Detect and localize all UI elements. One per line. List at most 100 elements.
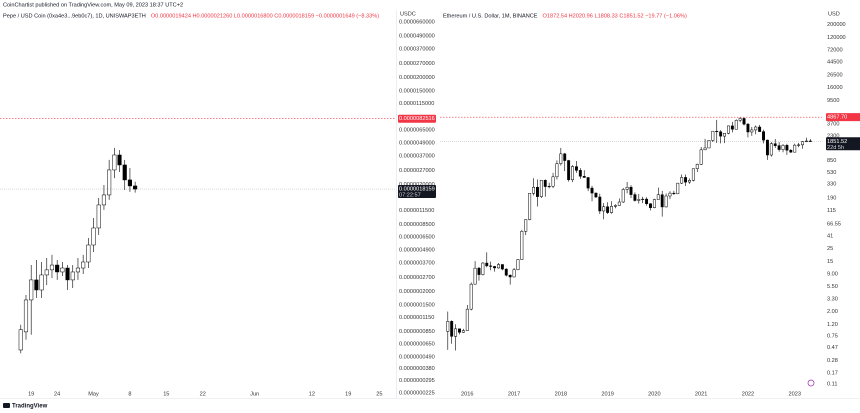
candle-body — [773, 143, 777, 146]
y-tick-label: 0.0000020000 — [399, 182, 435, 188]
candle-body — [645, 198, 649, 205]
candle-body — [664, 195, 668, 208]
candle-body — [127, 179, 132, 187]
y-tick-label: 0.0000000490 — [399, 354, 435, 360]
candle-body — [454, 328, 458, 337]
candle-body — [101, 194, 106, 206]
candle-body — [539, 179, 543, 197]
candle-body — [574, 166, 578, 171]
candle-body — [49, 264, 55, 271]
tradingview-logo: TradingView — [3, 403, 48, 410]
legend-ohlc: O0.0000019424 H0.0000021260 L0.000001680… — [151, 13, 379, 19]
candle-body — [621, 189, 625, 203]
y-tick-label: 44500 — [827, 60, 843, 66]
candle-body — [633, 194, 637, 201]
candle-body — [746, 123, 750, 133]
x-tick-label: 12 — [309, 391, 315, 397]
candle-body — [649, 203, 652, 208]
candle-body — [637, 199, 641, 201]
candle-body — [578, 170, 582, 177]
legend-ohlc: O1872.54 H2020.96 L1808.33 C1851.52 −19.… — [543, 13, 687, 19]
y-tick-label: 0.0000200000 — [399, 75, 435, 81]
candle-body — [785, 145, 789, 151]
candle-body — [754, 126, 758, 131]
candle-body — [777, 145, 781, 150]
y-tick-label: 3700 — [827, 122, 839, 128]
y-tick-label: 3.30 — [827, 297, 838, 303]
candle-body — [497, 264, 500, 269]
candle-body — [512, 269, 516, 278]
candle-body — [504, 268, 508, 276]
y-tick-label: 0.0000006500 — [399, 234, 435, 240]
y-tick-label: 0.0000000295 — [399, 378, 435, 384]
legend-title: Ethereum / U.S. Dollar, 1M, BINANCE — [443, 13, 538, 19]
y-tick-label: 0.0000049000 — [399, 140, 435, 146]
hline-label-bg — [826, 113, 860, 122]
y-tick-label: 9500 — [827, 98, 839, 104]
y-tick-label: 530 — [827, 170, 836, 176]
candle-body — [571, 166, 574, 181]
candle-body — [117, 154, 122, 166]
candle-body — [481, 262, 485, 275]
candle-body — [726, 125, 730, 134]
y-tick-label: 0.0000003700 — [399, 260, 435, 266]
candle-body — [586, 177, 590, 189]
candle-body — [29, 279, 34, 301]
hline-label: 0.0000082516 — [399, 116, 435, 122]
candle-body — [559, 153, 563, 164]
x-tick-label: 2023 — [788, 391, 800, 397]
x-tick-label: 2019 — [601, 391, 613, 397]
y-tick-label: 0.0000027000 — [399, 168, 435, 174]
candle-body — [707, 140, 711, 149]
y-tick-label: 0.0000004900 — [399, 247, 435, 253]
candle-body — [532, 186, 536, 194]
candle-body — [122, 164, 127, 181]
last-price-bg — [398, 185, 436, 199]
y-tick-label: 850 — [827, 158, 836, 164]
x-tick-label: 2021 — [695, 391, 707, 397]
candle-body — [734, 120, 738, 130]
candle-body — [473, 267, 477, 285]
y-tick-label: 0.11 — [827, 381, 837, 387]
x-tick-label: 15 — [163, 391, 169, 397]
candle-body — [465, 308, 469, 331]
candle-body — [606, 206, 610, 213]
y-tick-label: 2300 — [827, 133, 839, 139]
candle-body — [477, 267, 481, 275]
y-tick-label: 330 — [827, 182, 836, 188]
y-axis-unit: USDC — [400, 11, 416, 17]
candle-body — [96, 204, 101, 229]
candle-body — [55, 264, 60, 273]
candle-body — [75, 267, 81, 273]
candle-body — [508, 274, 512, 278]
y-tick-label: 190 — [827, 196, 836, 202]
x-tick-label: 19 — [345, 391, 351, 397]
candle-body — [86, 244, 91, 263]
y-tick-label: 0.0000270000 — [399, 61, 435, 67]
x-tick-label: Jun — [250, 391, 259, 397]
y-tick-label: 0.0000490000 — [399, 33, 435, 39]
candle-body — [656, 194, 660, 200]
candle-body — [39, 274, 44, 291]
candle-body — [789, 149, 793, 153]
candle-body — [520, 231, 524, 260]
y-tick-label: 0.0000065000 — [399, 127, 435, 133]
x-tick-label: 2017 — [508, 391, 520, 397]
y-tick-label: 26500 — [827, 72, 843, 78]
candle-body — [695, 164, 699, 169]
y-tick-label: 0.0000115000 — [399, 101, 434, 107]
x-tick-label: 8 — [128, 391, 131, 397]
candle-body — [625, 186, 629, 190]
legend-title: Pepe / USD Coin (0xa4e3...9eb0c7), 1D, U… — [3, 13, 146, 19]
info-icon[interactable] — [807, 379, 815, 387]
x-tick-label: 19 — [28, 391, 34, 397]
last-price-bg — [826, 137, 860, 151]
candle-body — [563, 153, 567, 161]
candle-body — [81, 261, 86, 269]
candle-body — [613, 205, 617, 207]
candle-body — [450, 321, 454, 337]
candle-body — [469, 283, 473, 310]
y-tick-label: 0.0000370000 — [399, 46, 435, 52]
candle-body — [567, 160, 571, 181]
